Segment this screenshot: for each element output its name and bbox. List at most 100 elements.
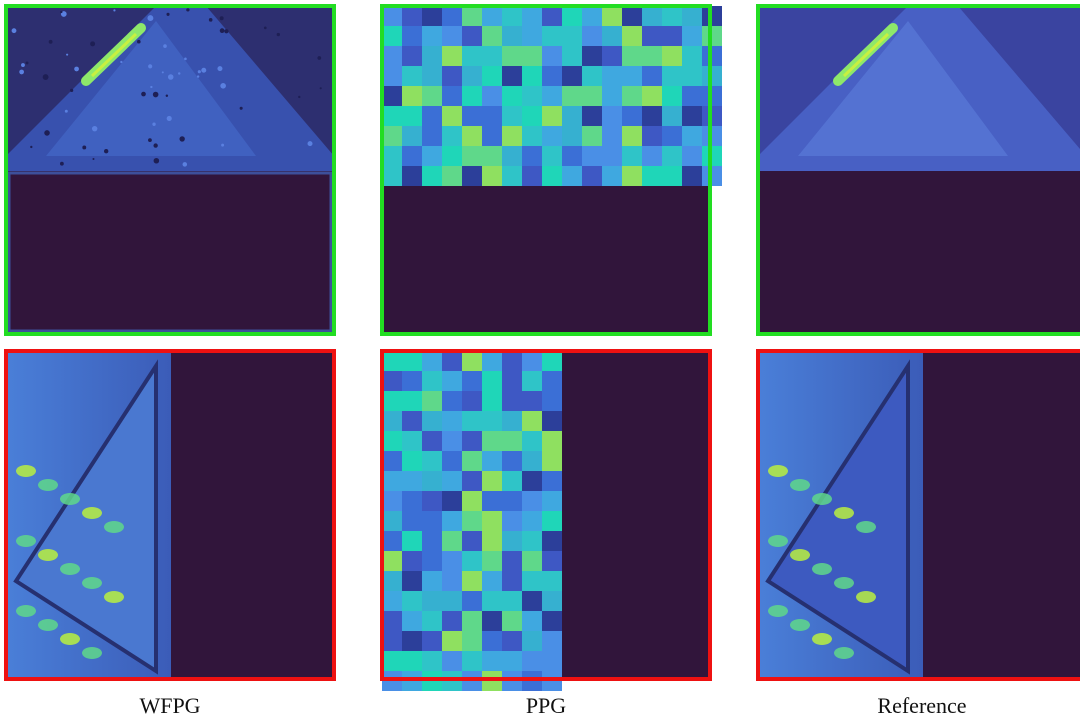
speckle	[162, 71, 164, 73]
block	[422, 571, 442, 591]
block	[402, 6, 422, 26]
block	[442, 431, 462, 451]
highlight	[104, 521, 124, 533]
block	[562, 86, 582, 106]
block	[502, 6, 522, 26]
speckle	[184, 58, 187, 61]
speckle	[90, 41, 95, 46]
block	[542, 551, 562, 571]
panel	[6, 351, 334, 679]
block	[382, 86, 402, 106]
block	[542, 86, 562, 106]
empty-region	[923, 351, 1080, 679]
highlight	[812, 633, 832, 645]
block	[402, 66, 422, 86]
speckle	[66, 54, 68, 56]
speckle	[186, 8, 189, 11]
speckle	[220, 83, 226, 89]
highlight	[16, 535, 36, 547]
speckle	[12, 28, 17, 33]
speckle	[49, 40, 53, 44]
block	[682, 166, 702, 186]
block	[462, 146, 482, 166]
block	[522, 146, 542, 166]
block	[442, 86, 462, 106]
block	[542, 106, 562, 126]
block	[462, 491, 482, 511]
block	[582, 86, 602, 106]
block	[522, 391, 542, 411]
block	[422, 26, 442, 46]
block	[682, 86, 702, 106]
block	[562, 26, 582, 46]
block	[682, 126, 702, 146]
block	[402, 511, 422, 531]
speckle	[150, 86, 152, 88]
speckle	[152, 123, 155, 126]
block	[462, 66, 482, 86]
panel	[6, 6, 334, 334]
block	[422, 471, 442, 491]
block	[522, 631, 542, 651]
block	[662, 146, 682, 166]
speckle	[167, 116, 172, 121]
block	[602, 46, 622, 66]
block	[522, 6, 542, 26]
panel	[382, 351, 710, 691]
block	[542, 591, 562, 611]
block	[462, 591, 482, 611]
block	[402, 126, 422, 146]
block	[522, 166, 542, 186]
block	[402, 551, 422, 571]
block	[482, 166, 502, 186]
block	[482, 391, 502, 411]
block	[662, 166, 682, 186]
block	[522, 451, 542, 471]
block	[622, 106, 642, 126]
block	[682, 26, 702, 46]
panel	[758, 351, 1080, 679]
block	[442, 351, 462, 371]
block	[382, 46, 402, 66]
block	[422, 411, 442, 431]
block	[462, 531, 482, 551]
block	[382, 411, 402, 431]
highlight	[104, 591, 124, 603]
block	[442, 26, 462, 46]
empty-region	[6, 171, 334, 334]
speckle	[168, 74, 174, 80]
block	[402, 591, 422, 611]
block	[422, 591, 442, 611]
block	[602, 86, 622, 106]
block	[382, 611, 402, 631]
block	[582, 66, 602, 86]
block	[542, 146, 562, 166]
block	[382, 651, 402, 671]
speckle	[178, 72, 180, 74]
block	[442, 166, 462, 186]
block	[482, 126, 502, 146]
speckle	[141, 92, 146, 97]
block	[402, 411, 422, 431]
block	[462, 551, 482, 571]
block	[402, 146, 422, 166]
block	[422, 551, 442, 571]
block	[402, 471, 422, 491]
block	[602, 26, 622, 46]
block	[542, 611, 562, 631]
block	[622, 166, 642, 186]
block	[562, 166, 582, 186]
speckle	[163, 44, 167, 48]
block	[682, 146, 702, 166]
block	[502, 451, 522, 471]
speckle	[197, 75, 199, 77]
block	[502, 611, 522, 631]
block	[542, 451, 562, 471]
block	[482, 511, 502, 531]
block	[522, 491, 542, 511]
block	[542, 351, 562, 371]
speckle	[120, 61, 122, 63]
highlight	[60, 633, 80, 645]
block	[582, 146, 602, 166]
block	[382, 471, 402, 491]
